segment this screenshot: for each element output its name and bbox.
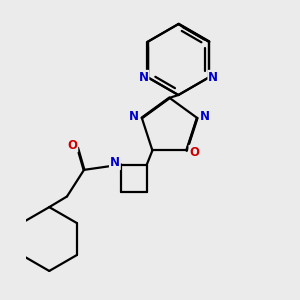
- Text: N: N: [138, 71, 148, 84]
- Text: O: O: [189, 146, 200, 159]
- Text: N: N: [200, 110, 210, 123]
- Text: N: N: [208, 71, 218, 84]
- Text: O: O: [67, 139, 77, 152]
- Text: N: N: [110, 156, 120, 169]
- Text: N: N: [129, 110, 139, 123]
